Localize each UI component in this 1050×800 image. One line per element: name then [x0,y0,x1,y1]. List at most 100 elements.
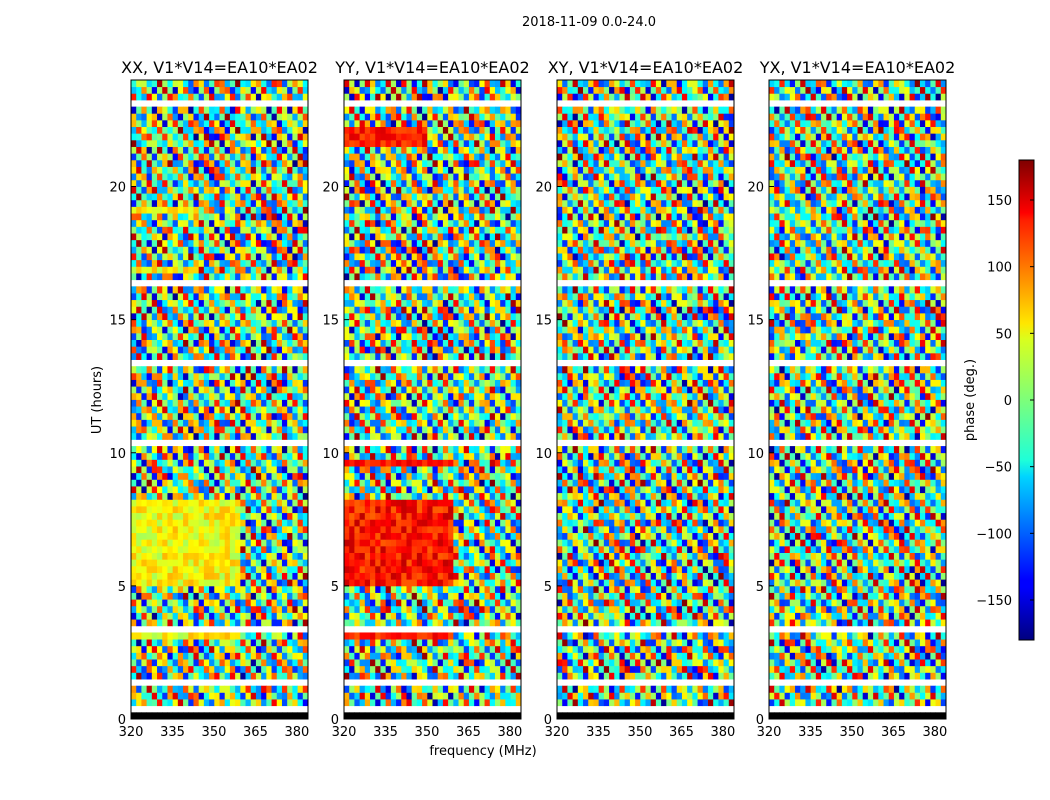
heatmap-cell [235,153,241,161]
heatmap-cell [183,312,189,321]
heatmap-cell [302,512,309,520]
heatmap-cell [468,319,475,327]
heatmap-cell [375,506,381,514]
heatmap-cell [203,306,210,314]
heatmap-cell [287,426,293,434]
heatmap-cell [287,619,293,627]
heatmap-cell [250,179,257,187]
heatmap-cell [141,552,148,560]
heatmap-cell [287,179,293,187]
heatmap-cell [131,499,137,507]
heatmap-cell [427,699,433,707]
heatmap-cell [157,599,163,607]
heatmap-cell [255,186,262,194]
heatmap-cell [151,133,158,141]
heatmap-cell [297,692,304,700]
heatmap-cell [349,446,355,454]
heatmap-cell [380,512,387,520]
heatmap-cell [162,159,168,167]
heatmap-cell [229,525,236,534]
heatmap-cell [219,126,226,134]
heatmap-cell [479,592,485,600]
heatmap-cell [411,559,418,567]
heatmap-cell [349,506,355,514]
heatmap-cell [406,619,413,627]
heatmap-cell [235,652,241,660]
heatmap-cell [172,113,179,121]
heatmap-cell [240,326,246,334]
heatmap-cell [515,479,522,487]
heatmap-cell [229,692,236,700]
heatmap-cell [229,632,236,640]
heatmap-cell [458,605,465,613]
heatmap-cell [281,273,288,281]
heatmap-cell [157,219,163,227]
heatmap-cell [193,253,200,261]
heatmap-cell [442,632,449,640]
heatmap-cell [287,106,293,114]
heatmap-cell [188,712,194,720]
heatmap-cell [515,532,522,540]
heatmap-cell [276,466,283,474]
heatmap-cell [396,372,402,380]
heatmap-cell [261,339,267,347]
heatmap-cell [411,512,418,520]
heatmap-cell [172,126,179,134]
heatmap-cell [375,619,381,627]
heatmap-cell [157,233,163,241]
heatmap-cell [224,312,231,321]
heatmap-cell [375,446,381,454]
heatmap-cell [188,665,194,673]
heatmap-cell [151,652,158,660]
heatmap-cell [198,346,205,354]
heatmap-cell [240,319,246,327]
heatmap-cell [235,446,241,454]
heatmap-cell [390,472,397,480]
heatmap-cell [198,319,205,327]
heatmap-cell [245,459,252,467]
heatmap-cell [235,306,241,314]
heatmap-cell [287,499,293,507]
heatmap-cell [276,406,283,414]
heatmap-cell [448,699,454,707]
heatmap-cell [193,565,200,573]
heatmap-cell [422,519,428,527]
heatmap-cell [235,86,241,94]
heatmap-cell [494,665,501,673]
heatmap-cell [448,619,454,627]
heatmap-cell [484,612,491,620]
heatmap-cell [463,432,470,440]
heatmap-cell [354,459,361,467]
heatmap-cell [235,113,241,121]
heatmap-cell [266,492,272,500]
heatmap-cell [463,319,470,327]
heatmap-cell [442,452,449,460]
heatmap-cell [437,492,444,500]
heatmap-cell [484,605,491,613]
heatmap-cell [141,579,148,587]
heatmap-cell [235,499,241,507]
heatmap-cell [235,219,241,227]
heatmap-cell [271,239,278,247]
heatmap-cell [385,712,392,720]
heatmap-cell [344,299,350,307]
heatmap-cell [292,186,298,194]
heatmap-cell [198,106,205,114]
heatmap-cell [198,339,205,347]
heatmap-cell [224,139,231,147]
heatmap-cell [261,80,267,88]
heatmap-cell [219,166,226,174]
heatmap-cell [177,406,184,414]
heatmap-cell [297,186,304,194]
heatmap-cell [183,472,189,480]
heatmap-cell [131,259,137,267]
heatmap-cell [198,332,205,340]
heatmap-cell [151,326,158,334]
heatmap-cell [474,412,480,420]
heatmap-cell [162,213,168,221]
heatmap-cell [287,459,293,467]
heatmap-cell [422,685,428,693]
heatmap-cell [390,386,397,394]
heatmap-cell [131,665,137,673]
heatmap-cell [146,153,153,161]
